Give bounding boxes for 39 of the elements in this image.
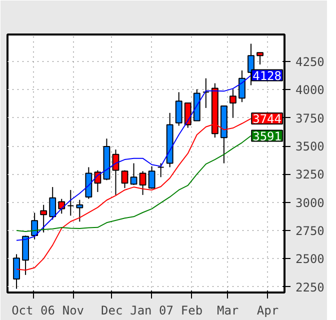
y-tick-label: 3000: [296, 196, 324, 210]
candlestick: [230, 88, 236, 118]
data-label: 3591: [252, 129, 282, 144]
y-tick-label: 4000: [296, 83, 324, 98]
y-tick-label: 3750: [296, 111, 324, 126]
candlestick: [139, 170, 146, 196]
candlestick: [238, 70, 246, 103]
x-tick-label: Jan 07: [130, 304, 174, 318]
candlestick: [49, 186, 56, 220]
x-tick-label: Apr: [256, 304, 279, 318]
data-label: 4128: [252, 68, 282, 83]
candlestick: [22, 235, 29, 276]
x-tick-label: Feb: [180, 304, 203, 318]
x-tick-label: Oct 06: [12, 304, 55, 318]
y-tick-label: 2250: [296, 280, 324, 294]
candlestick: [67, 189, 74, 216]
y-tick-label: 3500: [296, 140, 324, 154]
y-tick-label: 2750: [296, 224, 324, 238]
candlestick: [121, 170, 128, 189]
x-tick-label: Mar: [216, 304, 239, 318]
data-label: 3744: [252, 112, 282, 126]
candlestick: [157, 162, 164, 178]
x-tick-label: Dec: [101, 304, 123, 318]
candlestick: [175, 92, 182, 126]
y-tick-label: 2500: [296, 252, 324, 266]
y-tick-label: 3250: [296, 168, 324, 182]
x-tick-label: Nov: [62, 304, 84, 318]
candlestick: [76, 199, 84, 222]
candlestick: [256, 52, 264, 65]
candlestick: [31, 212, 38, 240]
candlestick: [85, 166, 92, 200]
candlestick: [148, 166, 156, 190]
candlestick: [13, 254, 20, 290]
candlestick: [94, 170, 102, 193]
candlestick: [202, 78, 210, 108]
candlestick: [58, 198, 66, 214]
y-tick-label: 4250: [296, 55, 324, 70]
candlestick: [40, 204, 48, 233]
candlestick: [130, 162, 138, 186]
